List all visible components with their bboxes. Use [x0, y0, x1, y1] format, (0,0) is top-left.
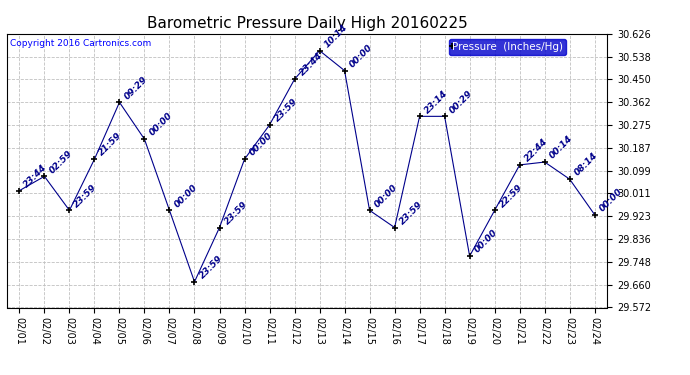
- Pressure  (Inches/Hg): [466, 254, 474, 258]
- Text: 09:29: 09:29: [122, 74, 149, 101]
- Pressure  (Inches/Hg): [591, 213, 599, 217]
- Text: 23:44: 23:44: [22, 163, 49, 189]
- Line: Pressure  (Inches/Hg): Pressure (Inches/Hg): [17, 48, 598, 285]
- Text: 00:29: 00:29: [448, 88, 474, 115]
- Pressure  (Inches/Hg): [15, 188, 23, 193]
- Text: 23:59: 23:59: [72, 183, 99, 209]
- Text: 23:44: 23:44: [297, 51, 324, 78]
- Pressure  (Inches/Hg): [266, 123, 274, 127]
- Text: 21:59: 21:59: [97, 131, 124, 158]
- Pressure  (Inches/Hg): [491, 208, 499, 213]
- Pressure  (Inches/Hg): [166, 208, 174, 213]
- Pressure  (Inches/Hg): [391, 225, 399, 230]
- Pressure  (Inches/Hg): [540, 160, 549, 164]
- Text: 23:14: 23:14: [422, 88, 449, 115]
- Text: 22:44: 22:44: [522, 137, 549, 164]
- Pressure  (Inches/Hg): [66, 208, 74, 213]
- Pressure  (Inches/Hg): [440, 114, 449, 118]
- Text: 00:00: 00:00: [473, 228, 500, 255]
- Text: 10:14: 10:14: [322, 23, 349, 50]
- Pressure  (Inches/Hg): [515, 163, 524, 167]
- Text: 00:14: 00:14: [548, 134, 574, 161]
- Text: 23:59: 23:59: [273, 97, 299, 124]
- Pressure  (Inches/Hg): [240, 157, 248, 162]
- Pressure  (Inches/Hg): [40, 174, 48, 178]
- Text: 23:59: 23:59: [197, 254, 224, 280]
- Text: 22:59: 22:59: [497, 183, 524, 209]
- Pressure  (Inches/Hg): [415, 114, 424, 118]
- Legend: Pressure  (Inches/Hg): Pressure (Inches/Hg): [448, 39, 566, 55]
- Text: 00:00: 00:00: [172, 183, 199, 209]
- Text: 08:14: 08:14: [573, 151, 600, 178]
- Pressure  (Inches/Hg): [90, 157, 99, 162]
- Pressure  (Inches/Hg): [315, 48, 324, 53]
- Text: 00:00: 00:00: [598, 187, 624, 213]
- Pressure  (Inches/Hg): [190, 279, 199, 284]
- Text: 00:00: 00:00: [373, 183, 400, 209]
- Pressure  (Inches/Hg): [215, 225, 224, 230]
- Pressure  (Inches/Hg): [115, 100, 124, 105]
- Text: 02:59: 02:59: [48, 148, 74, 175]
- Text: 23:59: 23:59: [222, 200, 249, 226]
- Text: 00:00: 00:00: [348, 43, 374, 69]
- Pressure  (Inches/Hg): [140, 137, 148, 141]
- Title: Barometric Pressure Daily High 20160225: Barometric Pressure Daily High 20160225: [147, 16, 467, 31]
- Pressure  (Inches/Hg): [566, 177, 574, 182]
- Text: Copyright 2016 Cartronics.com: Copyright 2016 Cartronics.com: [10, 39, 151, 48]
- Text: 00:00: 00:00: [248, 131, 274, 158]
- Pressure  (Inches/Hg): [366, 208, 374, 213]
- Pressure  (Inches/Hg): [290, 77, 299, 81]
- Text: 23:59: 23:59: [397, 200, 424, 226]
- Pressure  (Inches/Hg): [340, 68, 348, 73]
- Text: 00:00: 00:00: [148, 111, 174, 138]
